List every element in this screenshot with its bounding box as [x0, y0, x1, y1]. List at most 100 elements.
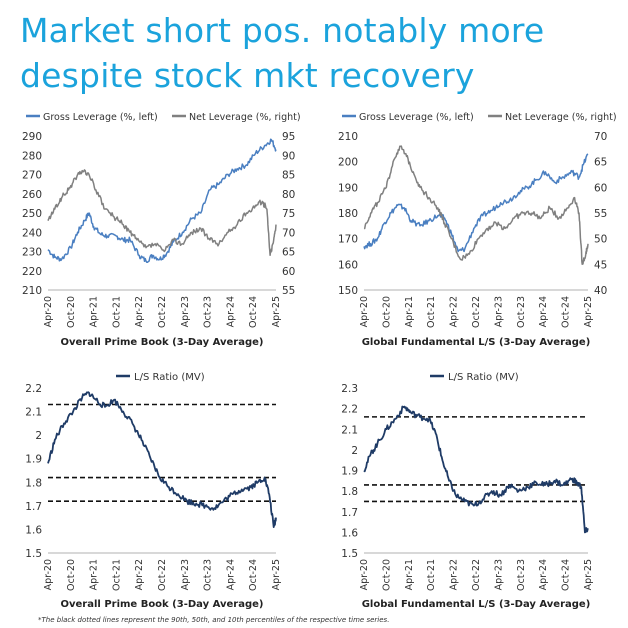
chart-panel-4: 1.5 1.6 1.7 1.8 1.9 2 2.1 2.2 2.3 Apr-20 Oct-20 Apr…: [341, 372, 594, 610]
series-line: [363, 405, 589, 534]
x-tick-label: Apr-25: [583, 559, 594, 590]
series-line: [47, 169, 277, 257]
y-tick-label-left: 1.8: [25, 477, 42, 489]
y-tick-label-left: 1.9: [25, 454, 42, 466]
y-tick-label-left: 170: [338, 234, 358, 246]
x-tick-label: Apr-21: [404, 559, 415, 590]
x-tick-label: Oct-23: [203, 296, 214, 328]
y-tick-label-left: 160: [338, 259, 358, 271]
x-tick-label: Apr-23: [493, 296, 504, 327]
y-tick-label-left: 1.7: [341, 507, 358, 519]
x-tick-label: Apr-23: [180, 296, 191, 327]
y-tick-label-left: 260: [22, 189, 42, 201]
x-tick-label: Oct-21: [111, 559, 122, 591]
y-tick-label-left: 2: [351, 445, 358, 457]
x-tick-label: Apr-24: [225, 296, 236, 327]
x-tick-label: Apr-21: [89, 296, 100, 327]
y-tick-label-left: 1.5: [25, 548, 42, 560]
x-tick-label: Apr-21: [404, 296, 415, 327]
series-line: [47, 391, 277, 528]
y-tick-label-left: 210: [338, 131, 358, 143]
y-tick-label-right: 45: [594, 259, 607, 271]
chart-panel-2: 150 160 170 180 190 200 210 40 45 50 55 60 65 70 Apr-2…: [338, 112, 617, 348]
y-tick-label-left: 1.8: [341, 486, 358, 498]
x-tick-label: Oct-20: [381, 559, 392, 591]
x-tick-label: Oct-24: [248, 559, 259, 591]
series-line: [363, 145, 589, 266]
x-tick-label: Apr-24: [225, 559, 236, 590]
x-tick-label: Oct-24: [561, 296, 572, 328]
y-tick-label-left: 2.1: [25, 407, 42, 419]
y-tick-label-left: 1.6: [25, 524, 42, 536]
x-tick-label: Apr-25: [271, 559, 282, 590]
chart-panel-3: 1.5 1.6 1.7 1.8 1.9 2 2.1 2.2 Apr-20 Oct-20 Apr-21…: [25, 372, 282, 610]
footnote: *The black dotted lines represent the 90…: [38, 616, 390, 624]
y-tick-label-left: 2: [35, 430, 42, 442]
x-tick-label: Apr-24: [538, 296, 549, 327]
x-tick-label: Apr-22: [449, 296, 460, 327]
legend-label: Net Leverage (%, right): [505, 112, 617, 123]
x-tick-label: Oct-22: [471, 296, 482, 328]
chart-title: Global Fundamental L/S (3-Day Average): [362, 599, 591, 610]
y-tick-label-left: 290: [22, 131, 42, 143]
y-tick-label-right: 50: [594, 234, 607, 246]
legend-label: L/S Ratio (MV): [134, 372, 205, 383]
legend-label: Net Leverage (%, right): [189, 112, 301, 123]
x-tick-label: Oct-24: [561, 559, 572, 591]
y-tick-label-left: 250: [22, 208, 42, 220]
y-tick-label-left: 1.5: [341, 548, 358, 560]
chart-title: Overall Prime Book (3-Day Average): [61, 337, 264, 348]
y-tick-label-left: 150: [338, 285, 358, 297]
x-tick-label: Apr-24: [538, 559, 549, 590]
y-tick-label-right: 55: [594, 208, 607, 220]
y-tick-label-right: 80: [282, 189, 295, 201]
series-line: [47, 138, 277, 264]
legend-label: Gross Leverage (%, left): [359, 112, 474, 123]
x-tick-label: Apr-20: [43, 559, 54, 590]
y-tick-label-left: 2.1: [341, 424, 358, 436]
x-tick-label: Apr-20: [359, 296, 370, 327]
x-tick-label: Apr-22: [134, 296, 145, 327]
x-tick-label: Oct-20: [66, 559, 77, 591]
x-tick-label: Oct-21: [426, 296, 437, 328]
y-tick-label-right: 60: [594, 182, 607, 194]
y-tick-label-left: 270: [22, 170, 42, 182]
x-tick-label: Apr-21: [89, 559, 100, 590]
y-tick-label-left: 230: [22, 247, 42, 259]
x-tick-label: Oct-22: [471, 559, 482, 591]
y-tick-label-right: 65: [282, 247, 295, 259]
y-tick-label-right: 95: [282, 131, 295, 143]
x-tick-label: Apr-22: [134, 559, 145, 590]
y-tick-label-right: 90: [282, 150, 295, 162]
y-tick-label-left: 180: [338, 208, 358, 220]
x-tick-label: Oct-23: [203, 559, 214, 591]
y-tick-label-left: 2.2: [341, 404, 358, 416]
y-tick-label-right: 55: [282, 285, 295, 297]
y-tick-label-left: 240: [22, 227, 42, 239]
y-tick-label-right: 60: [282, 266, 295, 278]
x-tick-label: Oct-20: [66, 296, 77, 328]
chart-title: Global Fundamental L/S (3-Day Average): [362, 337, 591, 348]
headline-line-2: despite stock mkt recovery: [20, 56, 475, 95]
y-tick-label-right: 40: [594, 285, 607, 297]
headline: Market short pos. notably more despite s…: [20, 8, 620, 98]
x-tick-label: Oct-24: [248, 296, 259, 328]
x-tick-label: Apr-25: [271, 296, 282, 327]
x-tick-label: Oct-22: [157, 296, 168, 328]
headline-line-1: Market short pos. notably more: [20, 11, 545, 50]
x-tick-label: Oct-22: [157, 559, 168, 591]
chart-panel-1: 210 220 230 240 250 260 270 280 290 55 60 65 70 75 80 8…: [22, 112, 301, 348]
series-line: [363, 153, 589, 253]
y-tick-label-right: 85: [282, 170, 295, 182]
y-tick-label-left: 220: [22, 266, 42, 278]
y-tick-label-right: 70: [594, 131, 607, 143]
x-tick-label: Apr-20: [359, 559, 370, 590]
legend-label: Gross Leverage (%, left): [43, 112, 158, 123]
x-tick-label: Apr-25: [583, 296, 594, 327]
y-tick-label-left: 2.2: [25, 383, 42, 395]
y-tick-label-left: 200: [338, 157, 358, 169]
x-tick-label: Apr-23: [493, 559, 504, 590]
x-tick-label: Apr-22: [449, 559, 460, 590]
y-tick-label-left: 1.7: [25, 501, 42, 513]
